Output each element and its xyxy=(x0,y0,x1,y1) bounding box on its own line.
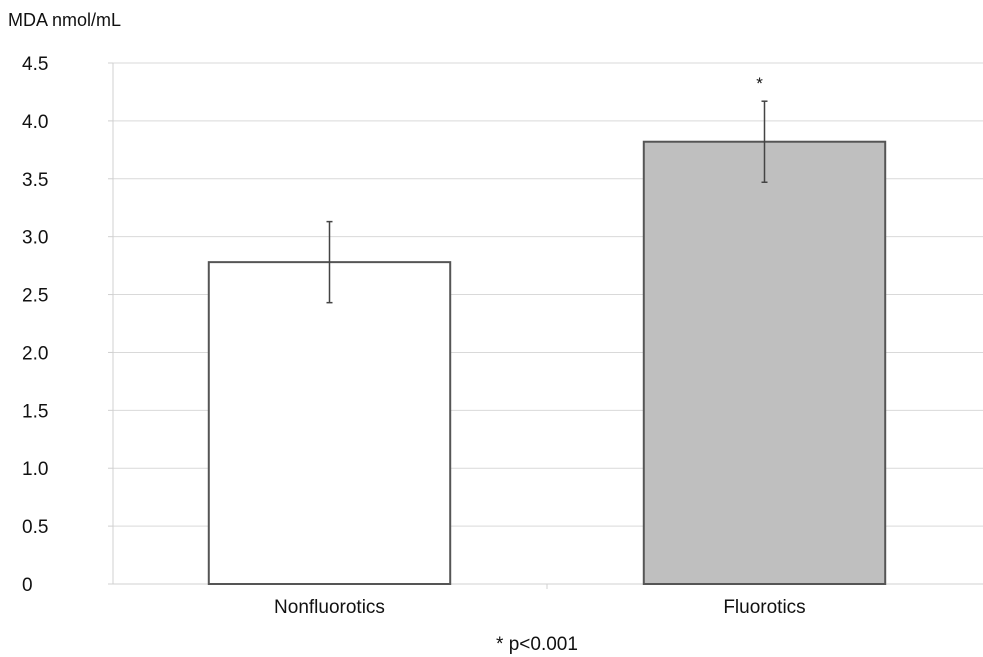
y-axis-label: MDA nmol/mL xyxy=(8,10,121,30)
y-tick-label: 3.0 xyxy=(22,228,48,249)
x-tick-labels: Nonfluorotics Fluorotics xyxy=(274,597,806,618)
y-tick-label: 0.5 xyxy=(22,517,48,538)
y-tick-label: 4.0 xyxy=(22,112,48,133)
x-tick-label-fluorotics: Fluorotics xyxy=(723,597,805,618)
error-bars: * xyxy=(326,74,768,304)
y-tick-label: 0 xyxy=(22,575,33,596)
y-tick-label: 2.0 xyxy=(22,343,48,364)
x-tick-label-nonfluorotics: Nonfluorotics xyxy=(274,597,385,618)
y-tick-label: 2.5 xyxy=(22,286,48,307)
bar-nonfluorotics xyxy=(207,261,452,585)
significance-marker: * xyxy=(756,74,763,93)
y-tick-label: 4.5 xyxy=(22,54,48,75)
bars xyxy=(207,140,887,585)
y-tick-labels: 0 0.5 1.0 1.5 2.0 2.5 3.0 3.5 4.0 4.5 xyxy=(22,54,48,596)
significance-footnote: * p<0.001 xyxy=(496,634,578,655)
y-tick-label: 3.5 xyxy=(22,170,48,191)
y-tick-label: 1.5 xyxy=(22,401,48,422)
y-tick-label: 1.0 xyxy=(22,459,48,480)
bar-fluorotics xyxy=(642,140,887,585)
